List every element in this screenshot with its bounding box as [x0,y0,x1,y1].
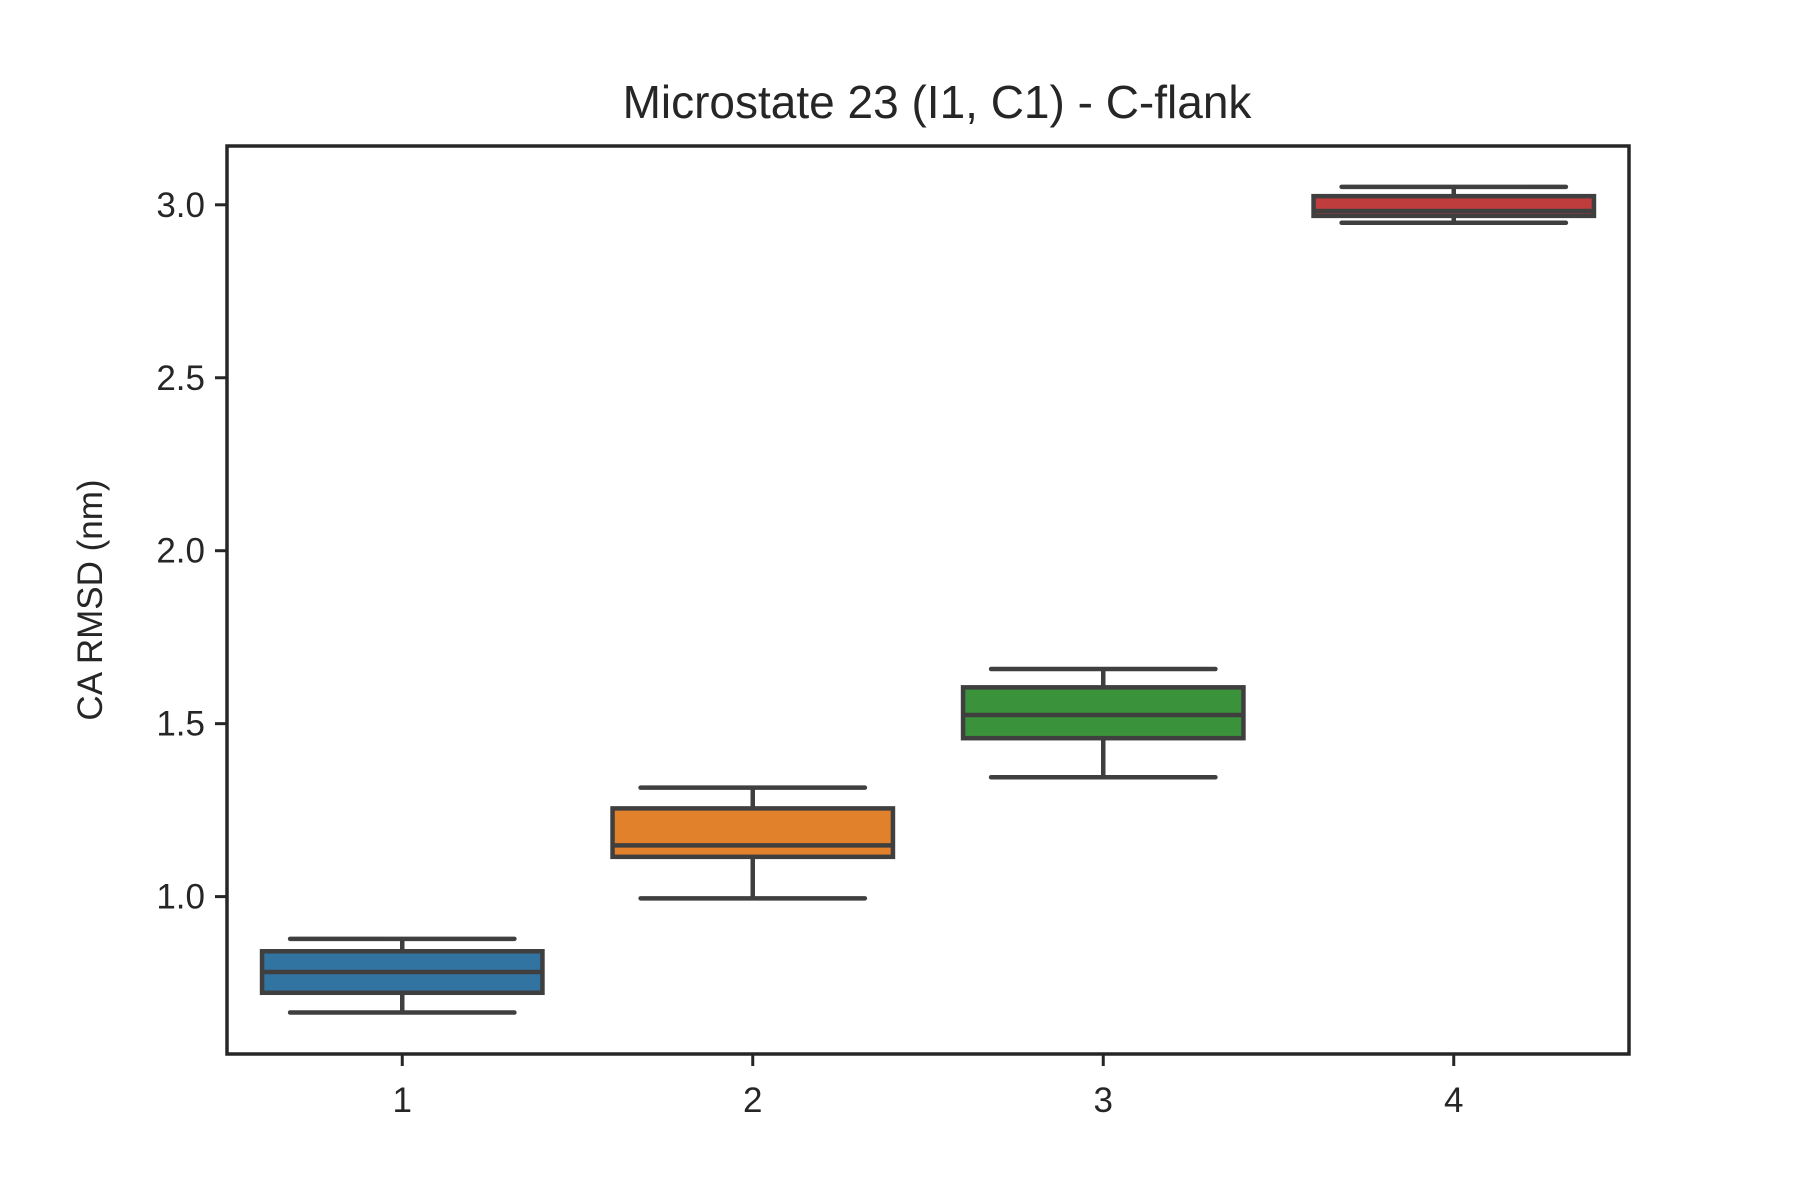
x-tick-label: 2 [743,1081,762,1120]
boxes-group [259,184,1597,1015]
box-1 [259,936,545,1015]
x-tick-label: 4 [1444,1081,1463,1120]
box-3 [960,666,1246,780]
plot-frame [225,144,1631,1056]
x-tick-label: 1 [393,1081,412,1120]
box-4 [1311,184,1597,226]
box-2 [610,785,896,901]
y-tick-label: 2.5 [156,359,205,398]
y-axis: 1.0 1.5 2.0 2.5 3.0 [156,186,227,917]
y-axis-label: CA RMSD (nm) [71,479,110,720]
y-tick-label: 2.0 [156,532,205,571]
y-tick-label: 3.0 [156,186,205,225]
x-tick-label: 3 [1094,1081,1113,1120]
x-axis: 1 2 3 4 [393,1054,1463,1120]
chart-title: Microstate 23 (I1, C1) - C-flank [623,76,1253,128]
y-tick-label: 1.5 [156,705,205,744]
box-body [610,806,896,860]
y-tick-label: 1.0 [156,878,205,917]
